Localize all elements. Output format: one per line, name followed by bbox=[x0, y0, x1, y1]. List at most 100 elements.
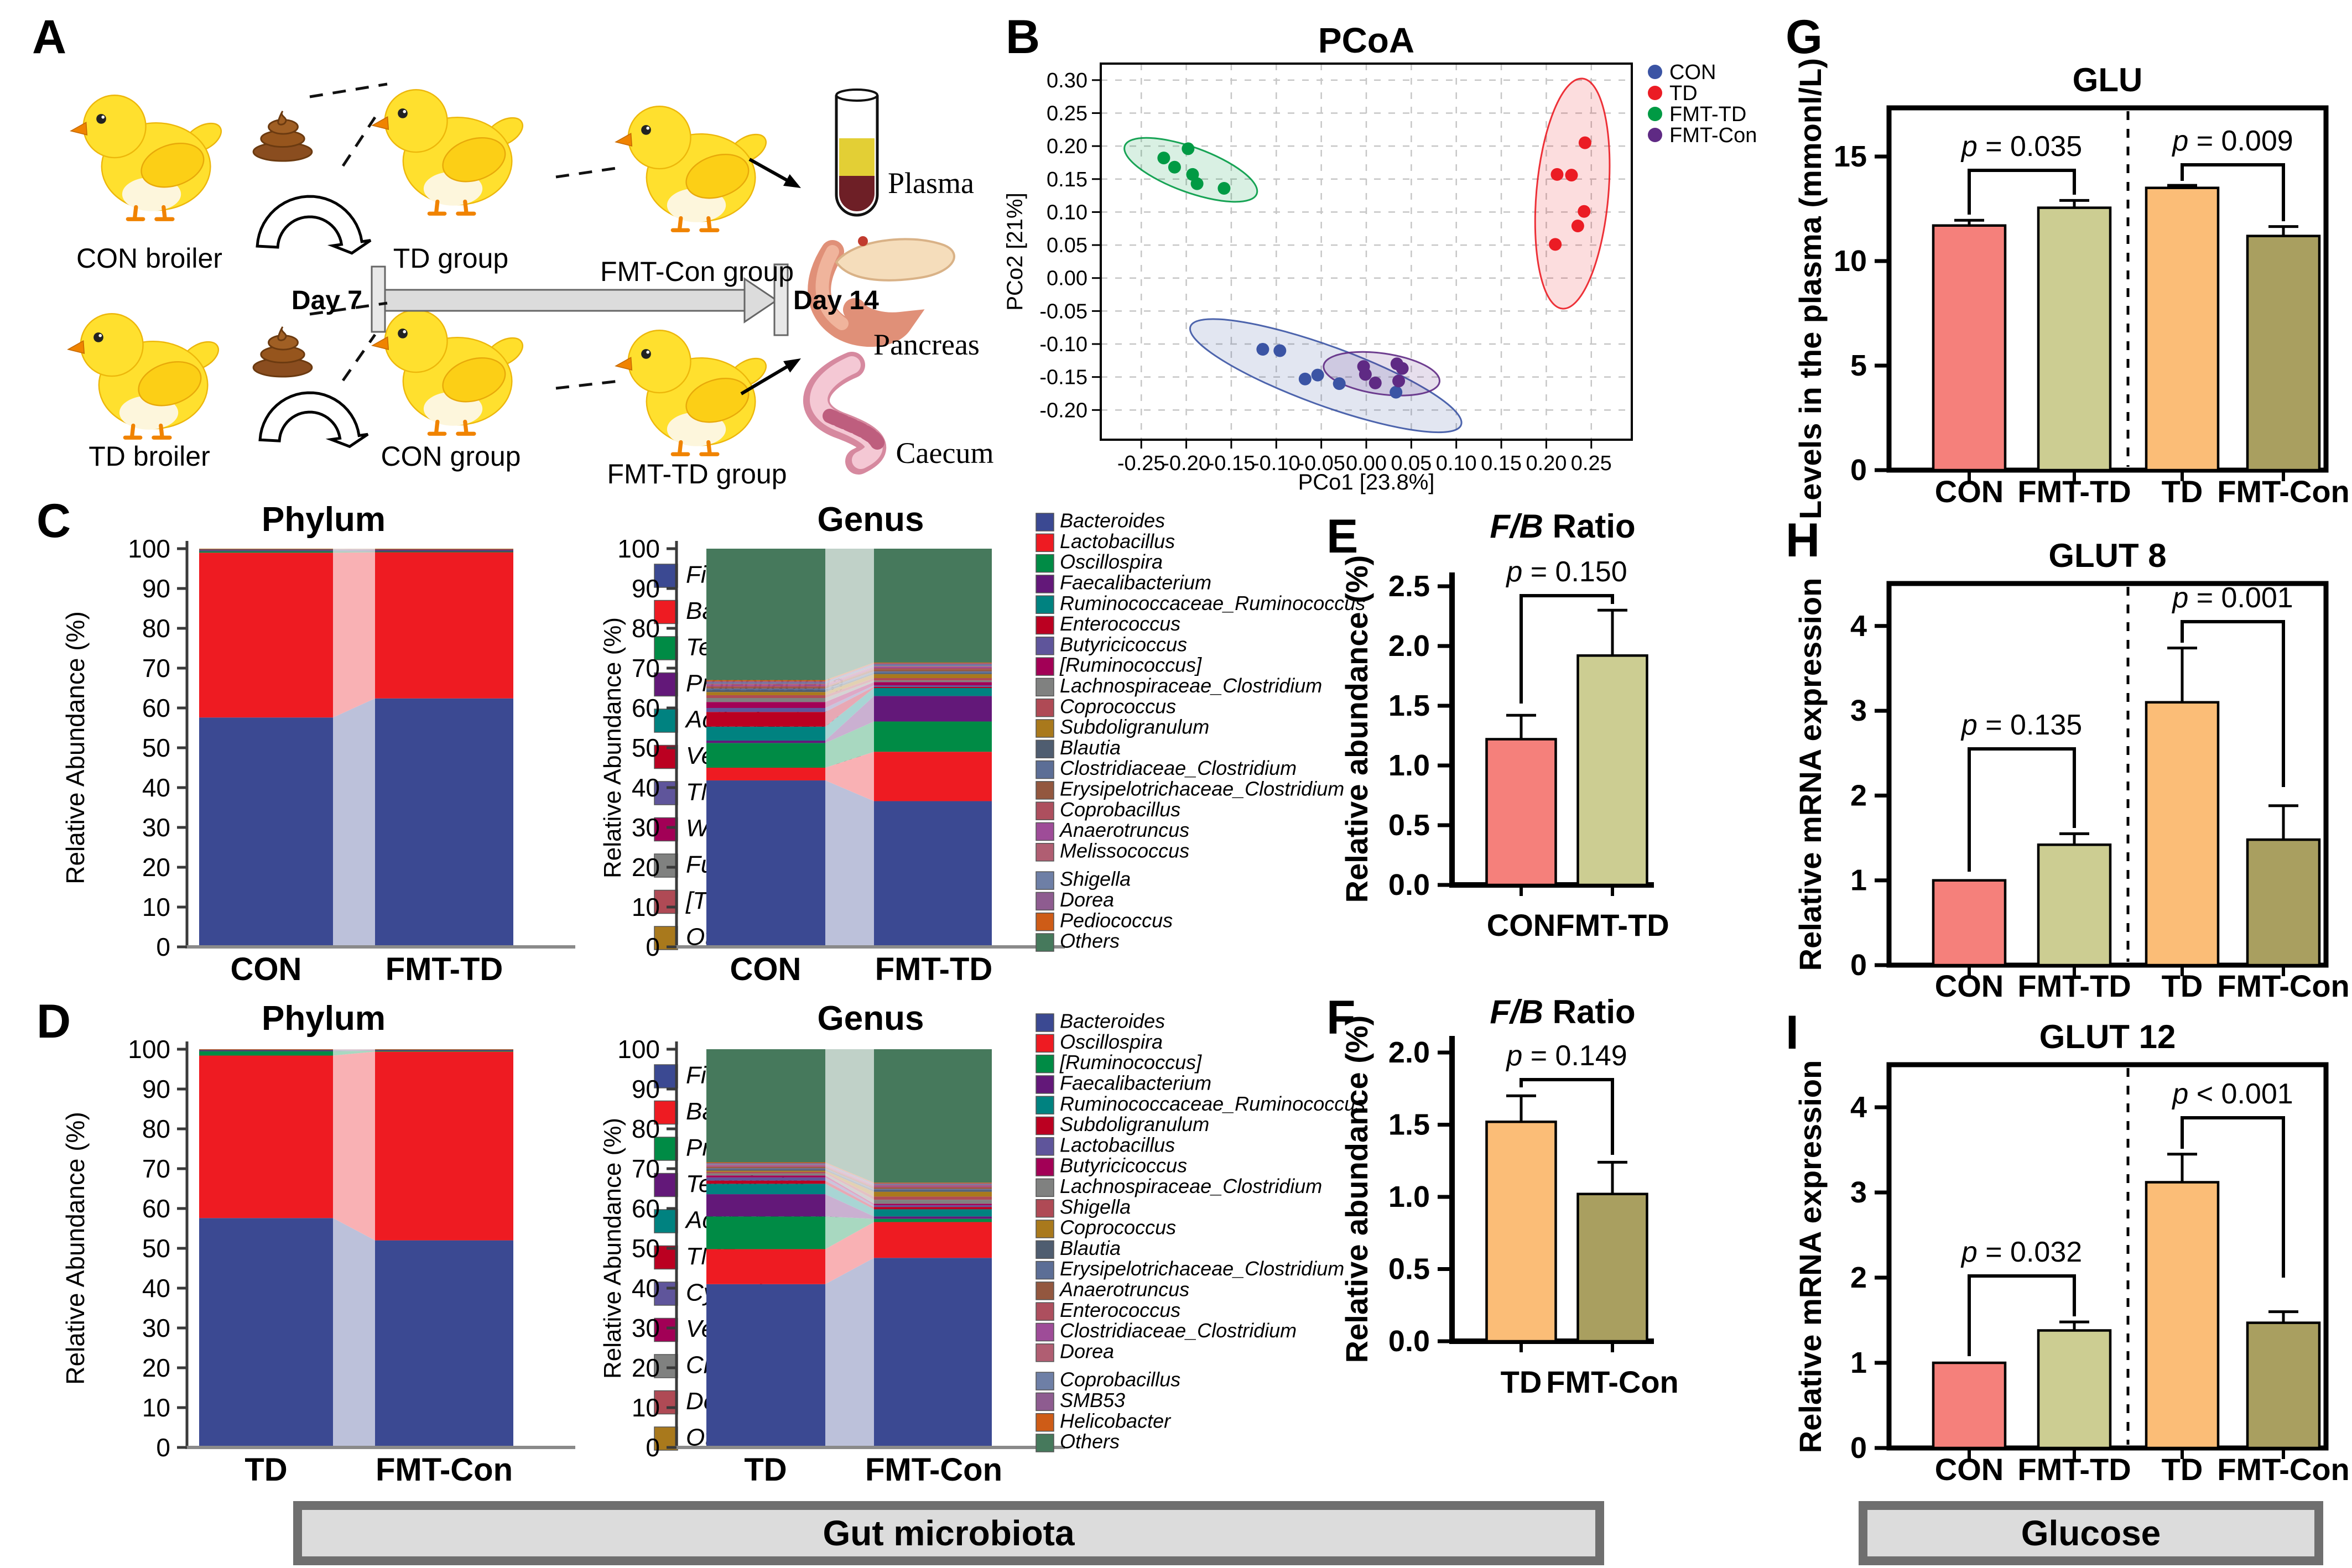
svg-text:20: 20 bbox=[142, 853, 170, 882]
timeline-day14-label: Day 14 bbox=[793, 286, 879, 315]
svg-text:GLUT 8: GLUT 8 bbox=[2048, 537, 2166, 574]
svg-text:0.05: 0.05 bbox=[1391, 452, 1432, 475]
svg-text:GLUT 12: GLUT 12 bbox=[2039, 1018, 2176, 1055]
svg-text:Clostridiaceae_Clostridium: Clostridiaceae_Clostridium bbox=[1060, 757, 1297, 779]
svg-text:0: 0 bbox=[1850, 1431, 1867, 1465]
svg-text:Coprobacillus: Coprobacillus bbox=[1060, 798, 1180, 821]
svg-text:Others: Others bbox=[1060, 930, 1120, 952]
svg-text:0.00: 0.00 bbox=[1047, 267, 1087, 290]
svg-text:0.15: 0.15 bbox=[1047, 168, 1087, 191]
svg-text:0.0: 0.0 bbox=[1388, 1325, 1430, 1358]
svg-text:CON: CON bbox=[730, 951, 802, 987]
svg-text:-0.10: -0.10 bbox=[1039, 333, 1087, 356]
svg-text:20: 20 bbox=[632, 853, 660, 882]
svg-text:60: 60 bbox=[632, 1194, 660, 1223]
svg-text:70: 70 bbox=[142, 654, 170, 683]
svg-text:0.5: 0.5 bbox=[1388, 1253, 1430, 1286]
svg-text:0.00: 0.00 bbox=[1346, 452, 1387, 475]
svg-text:-0.05: -0.05 bbox=[1039, 300, 1087, 323]
svg-text:0.0: 0.0 bbox=[1388, 868, 1430, 902]
svg-text:40: 40 bbox=[142, 1274, 170, 1303]
svg-text:Relative mRNA expression: Relative mRNA expression bbox=[1793, 1060, 1828, 1454]
panel-label-i: I bbox=[1786, 1006, 1799, 1059]
svg-text:FMT-TD: FMT-TD bbox=[2017, 1452, 2131, 1487]
svg-text:10: 10 bbox=[142, 1393, 170, 1422]
svg-text:Subdoligranulum: Subdoligranulum bbox=[1060, 1113, 1209, 1135]
svg-text:30: 30 bbox=[142, 1314, 170, 1342]
chart-fb-ratio-td: 0.0 0.5 1.0 1.5 2.0 TD FMT-Con p = 0.149 F/B Rat… bbox=[1339, 993, 1679, 1399]
svg-text:p = 0.035: p = 0.035 bbox=[1960, 131, 2082, 163]
svg-text:Shigella: Shigella bbox=[1060, 1195, 1131, 1218]
svg-text:Erysipelotrichaceae_Clostridiu: Erysipelotrichaceae_Clostridium bbox=[1060, 1257, 1344, 1280]
svg-text:5: 5 bbox=[1850, 349, 1867, 382]
svg-text:90: 90 bbox=[142, 574, 170, 603]
svg-text:0: 0 bbox=[1850, 949, 1867, 982]
svg-text:F/B Ratio: F/B Ratio bbox=[1490, 508, 1635, 545]
svg-text:TD: TD bbox=[2162, 474, 2203, 509]
svg-text:FMT-Con: FMT-Con bbox=[865, 1452, 1002, 1488]
svg-text:FMT-TD: FMT-TD bbox=[2017, 474, 2131, 509]
svg-text:Others: Others bbox=[1060, 1430, 1120, 1453]
svg-text:Relative abundance (%): Relative abundance (%) bbox=[1339, 1015, 1374, 1363]
svg-text:Clostridiaceae_Clostridium: Clostridiaceae_Clostridium bbox=[1060, 1319, 1297, 1342]
svg-text:Lachnospiraceae_Clostridium: Lachnospiraceae_Clostridium bbox=[1060, 1175, 1322, 1197]
svg-text:FMT-Con: FMT-Con bbox=[2217, 1452, 2349, 1487]
svg-text:Melissococcus: Melissococcus bbox=[1060, 839, 1189, 862]
svg-text:[Ruminococcus]: [Ruminococcus] bbox=[1059, 654, 1202, 676]
svg-text:40: 40 bbox=[142, 773, 170, 802]
svg-text:Blautia: Blautia bbox=[1060, 1237, 1121, 1259]
svg-text:Genus: Genus bbox=[818, 501, 924, 539]
panel-label-f: F bbox=[1326, 991, 1356, 1044]
svg-text:1: 1 bbox=[1850, 864, 1867, 897]
svg-text:0: 0 bbox=[156, 1433, 170, 1462]
svg-text:2.0: 2.0 bbox=[1388, 1036, 1430, 1069]
svg-text:0.10: 0.10 bbox=[1436, 452, 1477, 475]
svg-text:Lactobacillus: Lactobacillus bbox=[1060, 1133, 1175, 1156]
svg-text:FMT-TD: FMT-TD bbox=[1555, 908, 1669, 942]
svg-text:4: 4 bbox=[1850, 1091, 1867, 1124]
svg-text:p = 0.150: p = 0.150 bbox=[1505, 556, 1627, 588]
timeline-day7-label: Day 7 bbox=[291, 286, 362, 315]
svg-text:F/B Ratio: F/B Ratio bbox=[1490, 993, 1635, 1030]
svg-text:[Ruminococcus]: [Ruminococcus] bbox=[1059, 1051, 1202, 1074]
svg-text:20: 20 bbox=[632, 1353, 660, 1382]
svg-text:2: 2 bbox=[1850, 779, 1867, 812]
svg-text:10: 10 bbox=[142, 893, 170, 921]
plasma-tube-icon bbox=[835, 88, 879, 217]
svg-text:-0.05: -0.05 bbox=[1297, 452, 1345, 475]
svg-text:FMT-TD: FMT-TD bbox=[386, 951, 503, 987]
svg-text:Dorea: Dorea bbox=[1060, 1340, 1114, 1362]
svg-text:Coprococcus: Coprococcus bbox=[1060, 695, 1176, 717]
svg-text:80: 80 bbox=[142, 1114, 170, 1143]
sample-label-plasma: Plasma bbox=[888, 166, 974, 200]
svg-text:Shigella: Shigella bbox=[1060, 868, 1131, 890]
svg-text:3: 3 bbox=[1850, 694, 1867, 727]
svg-text:p = 0.032: p = 0.032 bbox=[1960, 1236, 2082, 1268]
svg-text:Phylum: Phylum bbox=[262, 501, 386, 539]
glucose-banner: Glucose bbox=[1859, 1501, 2323, 1565]
svg-text:2: 2 bbox=[1850, 1261, 1867, 1294]
svg-text:-0.25: -0.25 bbox=[1117, 452, 1165, 475]
svg-text:10: 10 bbox=[632, 1393, 660, 1422]
sample-label-caecum: Caecum bbox=[896, 436, 994, 470]
svg-text:0.5: 0.5 bbox=[1388, 809, 1430, 842]
svg-text:4: 4 bbox=[1850, 610, 1867, 643]
svg-text:-0.10: -0.10 bbox=[1252, 452, 1300, 475]
svg-text:Coprococcus: Coprococcus bbox=[1060, 1216, 1176, 1239]
svg-text:Faecalibacterium: Faecalibacterium bbox=[1060, 571, 1211, 594]
svg-text:Relative Abundance (%): Relative Abundance (%) bbox=[599, 617, 626, 878]
chart-genus-con: 0 10 20 30 40 50 60 70 80 90 100 CON FMT-TD Genus Rela… bbox=[599, 501, 1365, 987]
svg-text:1: 1 bbox=[1850, 1346, 1867, 1379]
svg-text:TD: TD bbox=[244, 1452, 287, 1488]
svg-text:0.25: 0.25 bbox=[1571, 452, 1612, 475]
group-label-con-group: CON group bbox=[381, 441, 521, 472]
panel-label-h: H bbox=[1786, 514, 1820, 567]
svg-text:CON: CON bbox=[1487, 908, 1555, 942]
svg-text:80: 80 bbox=[632, 1114, 660, 1143]
svg-text:70: 70 bbox=[632, 1154, 660, 1183]
svg-text:Dorea: Dorea bbox=[1060, 888, 1114, 911]
svg-text:90: 90 bbox=[632, 1075, 660, 1103]
svg-text:40: 40 bbox=[632, 773, 660, 802]
